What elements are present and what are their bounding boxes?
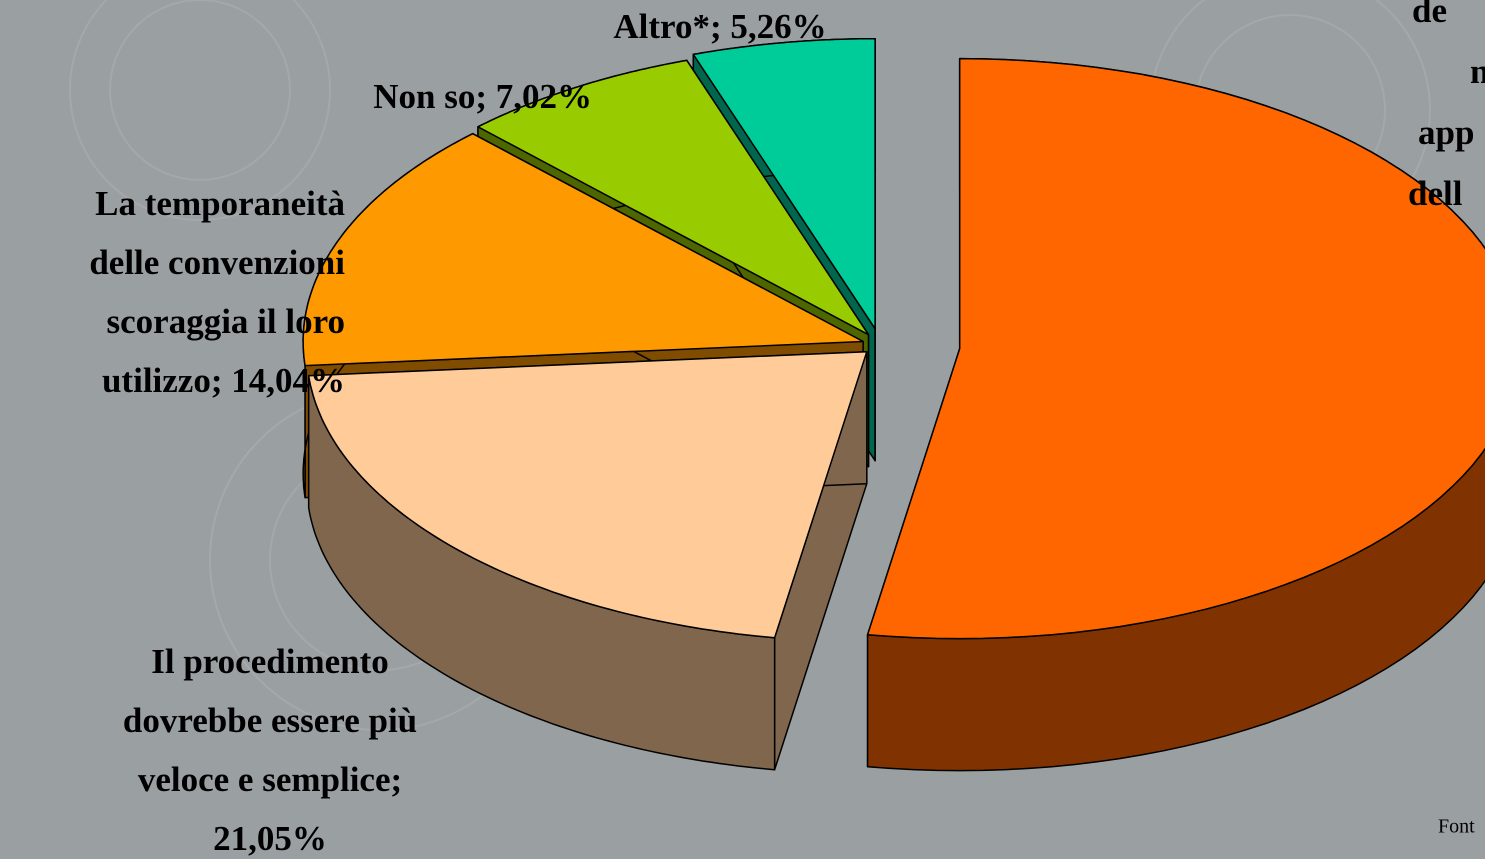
slice-label: scoraggia il loro <box>107 302 346 341</box>
slice-label: dell <box>1408 174 1463 213</box>
slice-label: app <box>1418 113 1474 152</box>
slice-top <box>866 57 1485 640</box>
slice-label: 21,05% <box>213 819 327 858</box>
slice-label: La temporaneità <box>95 184 345 223</box>
slice-label: Il procedimento <box>151 642 389 681</box>
slice-top <box>307 350 868 639</box>
labels: den app dell Il procedimento dovrebbe essere… <box>89 0 1485 858</box>
slice-top <box>302 132 864 367</box>
slice-top <box>692 37 876 330</box>
pie <box>302 37 1485 772</box>
source-note: Font <box>1438 816 1475 838</box>
slice-label: veloce e semplice; <box>138 760 402 799</box>
slice-label: de <box>1412 0 1447 30</box>
slice-label: Altro*; 5,26% <box>613 7 826 46</box>
slice-label: Non so; 7,02% <box>373 77 592 116</box>
slice-label: n <box>1470 52 1485 91</box>
slice-label: delle convenzioni <box>89 243 345 282</box>
pie-slice <box>307 350 868 771</box>
slice-top <box>477 59 870 336</box>
slice-label: dovrebbe essere più <box>123 701 417 740</box>
pie-slice <box>866 57 1485 772</box>
slice-label: utilizzo; 14,04% <box>102 361 345 400</box>
